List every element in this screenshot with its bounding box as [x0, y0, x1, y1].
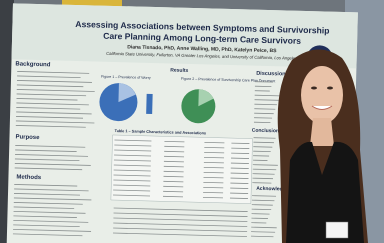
text-line: [203, 197, 223, 198]
text-line: [164, 141, 184, 142]
text-line: [204, 142, 224, 143]
text-line: [252, 209, 271, 210]
text-line: [252, 205, 273, 206]
badge: [326, 222, 348, 238]
text-line: [254, 113, 273, 114]
text-line: [164, 171, 184, 172]
section-heading: Discussion: [256, 71, 286, 78]
page: Assessing Associations between Symptoms …: [0, 0, 384, 243]
text-line: [253, 142, 273, 143]
photo: Assessing Associations between Symptoms …: [0, 0, 384, 243]
text-line: [164, 146, 184, 147]
section-heading: Results: [170, 67, 188, 73]
text-line: [204, 147, 224, 148]
section-heading: Purpose: [15, 134, 40, 141]
text-line: [164, 156, 184, 157]
text-line: [163, 196, 183, 197]
neck: [310, 118, 334, 146]
text-line: [164, 151, 184, 152]
text-line: [203, 192, 223, 193]
text-line: [204, 167, 224, 168]
text-line: [203, 187, 223, 188]
text-line: [163, 186, 183, 187]
text-line: [163, 181, 183, 182]
section-heading: Methods: [16, 174, 41, 181]
text-line: [204, 157, 224, 158]
face: [301, 66, 343, 124]
text-line: [203, 182, 223, 183]
section-heading: Background: [15, 61, 50, 68]
text-line: [164, 166, 184, 167]
text-line: [204, 177, 224, 178]
text-line: [204, 162, 224, 163]
text-line: [164, 176, 184, 177]
legend-swatch: [146, 94, 153, 114]
text-line: [254, 109, 275, 110]
text-line: [204, 172, 224, 173]
text-line: [204, 152, 224, 153]
eye: [311, 87, 317, 90]
eye: [327, 87, 333, 90]
text-line: [163, 191, 183, 192]
text-line: [164, 161, 184, 162]
text-line: [252, 178, 272, 179]
